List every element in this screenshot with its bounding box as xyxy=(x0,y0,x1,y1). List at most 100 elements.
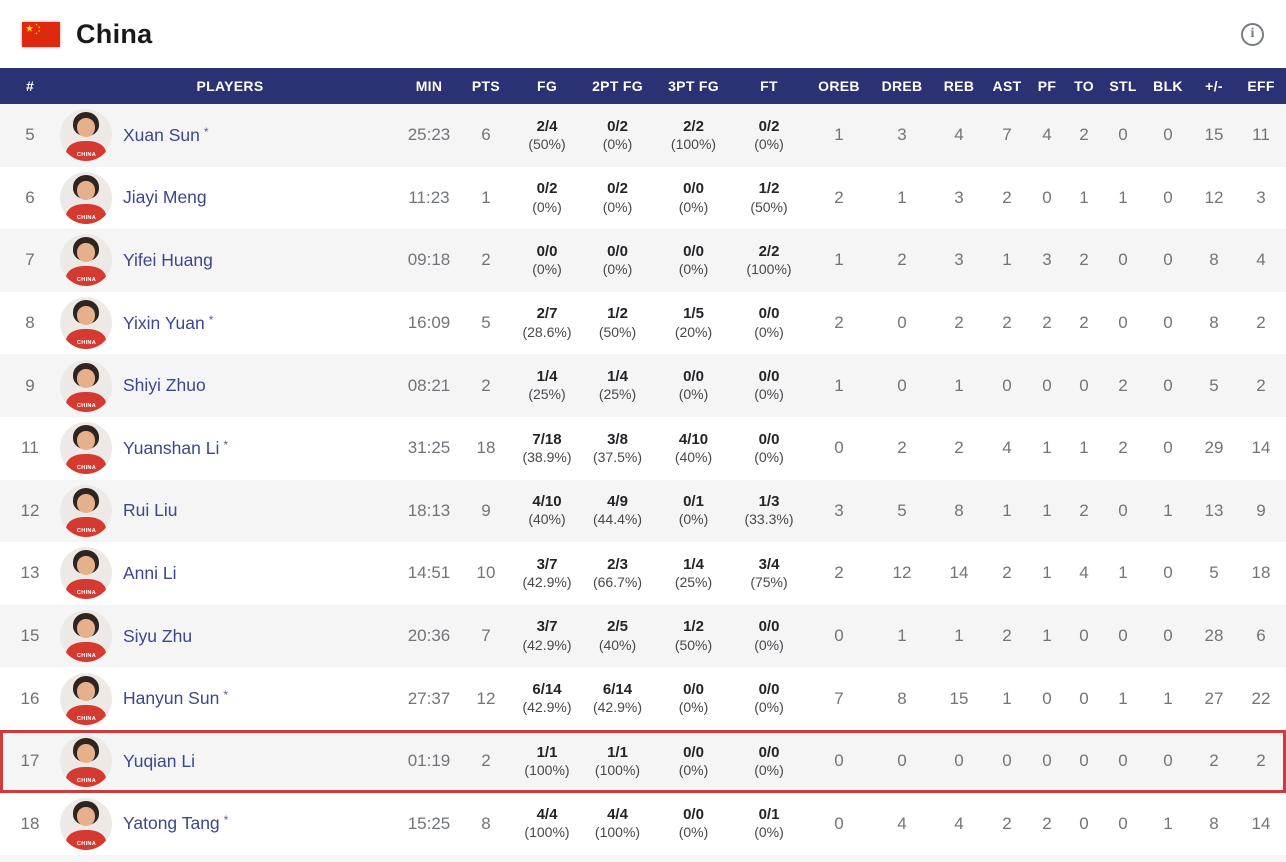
jersey-number: 11 xyxy=(21,438,39,458)
stat-to: 2 xyxy=(1079,313,1089,333)
player-name-link[interactable]: Siyu Zhu xyxy=(123,626,192,647)
stat-min: 11:23 xyxy=(408,187,450,207)
player-row[interactable]: 13 CHINA Anni Li 14:51 10 3/7 (42.9%) 2/… xyxy=(0,542,1286,605)
stat-2ptfg-pct: (50%) xyxy=(598,323,637,340)
stat-oreb: 3 xyxy=(834,500,844,520)
player-avatar[interactable]: CHINA xyxy=(60,797,112,850)
stat-3ptfg: 1/2 (50%) xyxy=(655,618,732,653)
stat-fg-made: 6/14 xyxy=(532,680,562,698)
player-avatar[interactable]: CHINA xyxy=(60,672,112,725)
stat-min: 25:23 xyxy=(407,125,451,145)
stat-ft: 0/0 (0%) xyxy=(732,744,806,779)
stat-reb: 4 xyxy=(954,125,964,145)
stat-blk: 1 xyxy=(1163,500,1173,520)
player-name-link[interactable]: Yixin Yuan * xyxy=(123,313,213,334)
player-row[interactable]: 7 CHINA Yifei Huang 09:18 2 0/0 (0%) 0/0… xyxy=(0,229,1286,292)
player-row[interactable]: 6 CHINA Jiayi Meng 11:23 1 0/2 (0%) 0/2 … xyxy=(0,166,1286,230)
stat-fg-pct: (100%) xyxy=(524,761,570,778)
stat-ast: 0 xyxy=(1002,375,1012,395)
avatar-jersey-label: CHINA xyxy=(76,276,96,283)
player-name-link[interactable]: Rui Liu xyxy=(123,500,177,521)
player-name-text: Anni Li xyxy=(123,562,177,583)
player-name-link[interactable]: Jiayi Meng xyxy=(123,187,207,208)
stat-to: 0 xyxy=(1079,751,1089,771)
stat-plusminus: 28 xyxy=(1204,626,1224,646)
player-avatar[interactable]: CHINA xyxy=(60,359,112,412)
player-row[interactable]: 17 CHINA Yuqian Li 01:19 2 1/1 (100%) 1/… xyxy=(0,729,1286,793)
stat-dreb: 1 xyxy=(897,187,907,207)
stat-stl: 0 xyxy=(1118,626,1128,646)
col-header-oreb: OREB xyxy=(818,78,860,94)
player-avatar[interactable]: CHINA xyxy=(60,484,112,537)
player-cell: CHINA Hanyun Sun * xyxy=(60,672,400,725)
player-name-link[interactable]: Hanyun Sun * xyxy=(123,688,228,709)
avatar-jersey: CHINA xyxy=(66,329,106,350)
stat-eff: 9 xyxy=(1256,500,1266,520)
stat-min: 08:21 xyxy=(407,375,451,395)
stat-3ptfg-pct: (0%) xyxy=(678,824,709,841)
stat-3ptfg-pct: (0%) xyxy=(678,386,709,403)
avatar-face xyxy=(77,681,95,701)
stat-3ptfg-pct: (50%) xyxy=(674,636,713,653)
player-row[interactable]: 11 CHINA Yuanshan Li * 31:25 18 7/18 (38.… xyxy=(0,416,1286,480)
player-row[interactable]: 15 CHINA Siyu Zhu 20:36 7 3/7 (42.9%) 2/… xyxy=(0,604,1286,668)
stat-oreb: 2 xyxy=(834,563,844,583)
stat-ft: 1/2 (50%) xyxy=(732,180,806,215)
player-avatar[interactable]: CHINA xyxy=(60,547,112,600)
stat-eff: 18 xyxy=(1251,563,1271,583)
info-icon[interactable]: i xyxy=(1241,22,1264,46)
stat-2ptfg-made: 2/3 xyxy=(607,555,628,573)
stat-pf: 1 xyxy=(1042,438,1052,458)
stat-blk: 0 xyxy=(1163,187,1173,207)
player-avatar[interactable]: CHINA xyxy=(60,735,112,788)
stat-fg-made: 2/4 xyxy=(536,117,558,135)
player-row[interactable]: 8 CHINA Yixin Yuan * 16:09 5 2/7 (28.6%) … xyxy=(0,291,1286,355)
stat-2ptfg: 0/0 (0%) xyxy=(580,243,655,278)
stat-ast: 0 xyxy=(1002,751,1012,771)
player-name-link[interactable]: Yuqian Li xyxy=(123,751,195,772)
starter-mark: * xyxy=(223,813,229,828)
starter-mark: * xyxy=(223,437,229,452)
avatar-face xyxy=(77,493,95,513)
player-name-link[interactable]: Yatong Tang * xyxy=(123,813,228,834)
avatar-face xyxy=(77,243,95,263)
player-row[interactable]: 5 CHINA Xuan Sun * 25:23 6 2/4 (50%) 0/2 … xyxy=(0,104,1286,167)
avatar-jersey-label: CHINA xyxy=(76,151,96,158)
player-row[interactable]: 16 CHINA Hanyun Sun * 27:37 12 6/14 (42.9… xyxy=(0,667,1286,730)
stat-plusminus: 29 xyxy=(1204,438,1224,458)
stat-stl: 0 xyxy=(1118,813,1128,833)
stat-pf: 1 xyxy=(1042,626,1052,646)
player-name-link[interactable]: Shiyi Zhuo xyxy=(123,375,206,396)
stat-fg: 2/7 (28.6%) xyxy=(514,305,580,340)
avatar-jersey-label: CHINA xyxy=(76,777,96,784)
stat-min: 31:25 xyxy=(407,438,451,458)
stat-pts: 7 xyxy=(481,626,491,646)
stat-oreb: 7 xyxy=(834,688,844,708)
starter-mark: * xyxy=(203,124,209,139)
player-avatar[interactable]: CHINA xyxy=(60,422,112,475)
player-avatar[interactable]: CHINA xyxy=(60,171,112,224)
stat-pts: 5 xyxy=(481,313,491,333)
player-avatar[interactable]: CHINA xyxy=(60,297,112,350)
player-row[interactable]: 9 CHINA Shiyi Zhuo 08:21 2 1/4 (25%) 1/4… xyxy=(0,354,1286,417)
player-name-link[interactable]: Xuan Sun * xyxy=(123,125,209,146)
player-cell: CHINA Yifei Huang xyxy=(60,234,400,287)
stat-3ptfg-made: 0/1 xyxy=(683,493,704,511)
stat-ft-made: 0/0 xyxy=(758,618,780,636)
player-avatar[interactable]: CHINA xyxy=(60,109,112,162)
stat-eff: 6 xyxy=(1256,626,1266,646)
player-name-link[interactable]: Anni Li xyxy=(123,563,177,584)
stat-dreb: 0 xyxy=(897,375,907,395)
stat-stl: 1 xyxy=(1118,688,1128,708)
stat-fg-pct: (0%) xyxy=(532,198,562,215)
player-name-link[interactable]: Yuanshan Li * xyxy=(123,438,228,459)
stat-dreb: 2 xyxy=(897,250,907,270)
avatar-face xyxy=(77,806,95,826)
stat-2ptfg: 1/4 (25%) xyxy=(580,368,655,403)
player-avatar[interactable]: CHINA xyxy=(60,610,112,663)
stat-2ptfg-pct: (44.4%) xyxy=(592,511,643,528)
player-name-link[interactable]: Yifei Huang xyxy=(123,250,213,271)
player-row[interactable]: 12 CHINA Rui Liu 18:13 9 4/10 (40%) 4/9 … xyxy=(0,479,1286,543)
player-row[interactable]: 18 CHINA Yatong Tang * 15:25 8 4/4 (100%)… xyxy=(0,792,1286,856)
player-avatar[interactable]: CHINA xyxy=(60,234,112,287)
